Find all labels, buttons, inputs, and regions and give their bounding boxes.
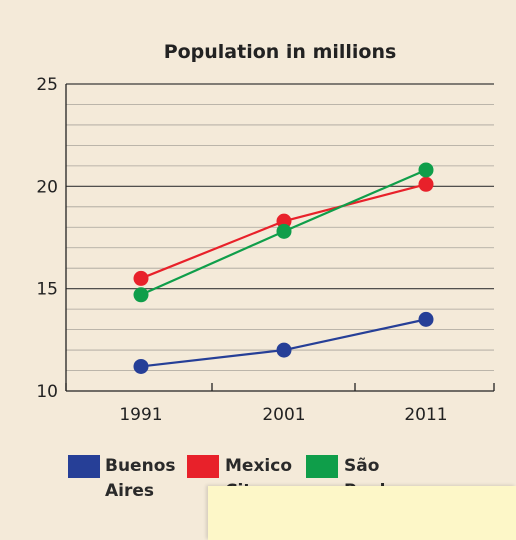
- legend-swatch-mexico-city: [187, 455, 219, 478]
- series-lines: [133, 162, 434, 374]
- data-point-buenos-aires: [133, 358, 149, 374]
- data-point-s-o-paulo: [276, 223, 292, 239]
- note-box: [208, 486, 516, 540]
- x-tick-label: 2001: [262, 405, 305, 425]
- legend-label-buenos-aires: Buenos Aires: [105, 456, 176, 501]
- y-tick-label: 25: [36, 75, 58, 95]
- data-point-mexico-city: [133, 270, 149, 286]
- data-point-s-o-paulo: [418, 162, 434, 178]
- x-axis-tick-labels: 1991 2001 2011: [119, 405, 447, 425]
- legend-swatch-sao-paulo: [306, 455, 338, 478]
- x-tick-label: 1991: [119, 405, 162, 425]
- x-tick-label: 2011: [404, 405, 447, 425]
- chart-title: Population in millions: [164, 41, 397, 63]
- data-point-buenos-aires: [418, 311, 434, 327]
- y-tick-label: 10: [36, 382, 58, 402]
- y-tick-label: 20: [36, 177, 58, 197]
- axes: [65, 84, 495, 392]
- data-point-mexico-city: [418, 176, 434, 192]
- y-tick-label: 15: [36, 280, 58, 300]
- y-axis-tick-labels: 10 15 20 25: [36, 75, 58, 402]
- data-point-s-o-paulo: [133, 287, 149, 303]
- legend-swatch-buenos-aires: [68, 455, 100, 478]
- data-point-buenos-aires: [276, 342, 292, 358]
